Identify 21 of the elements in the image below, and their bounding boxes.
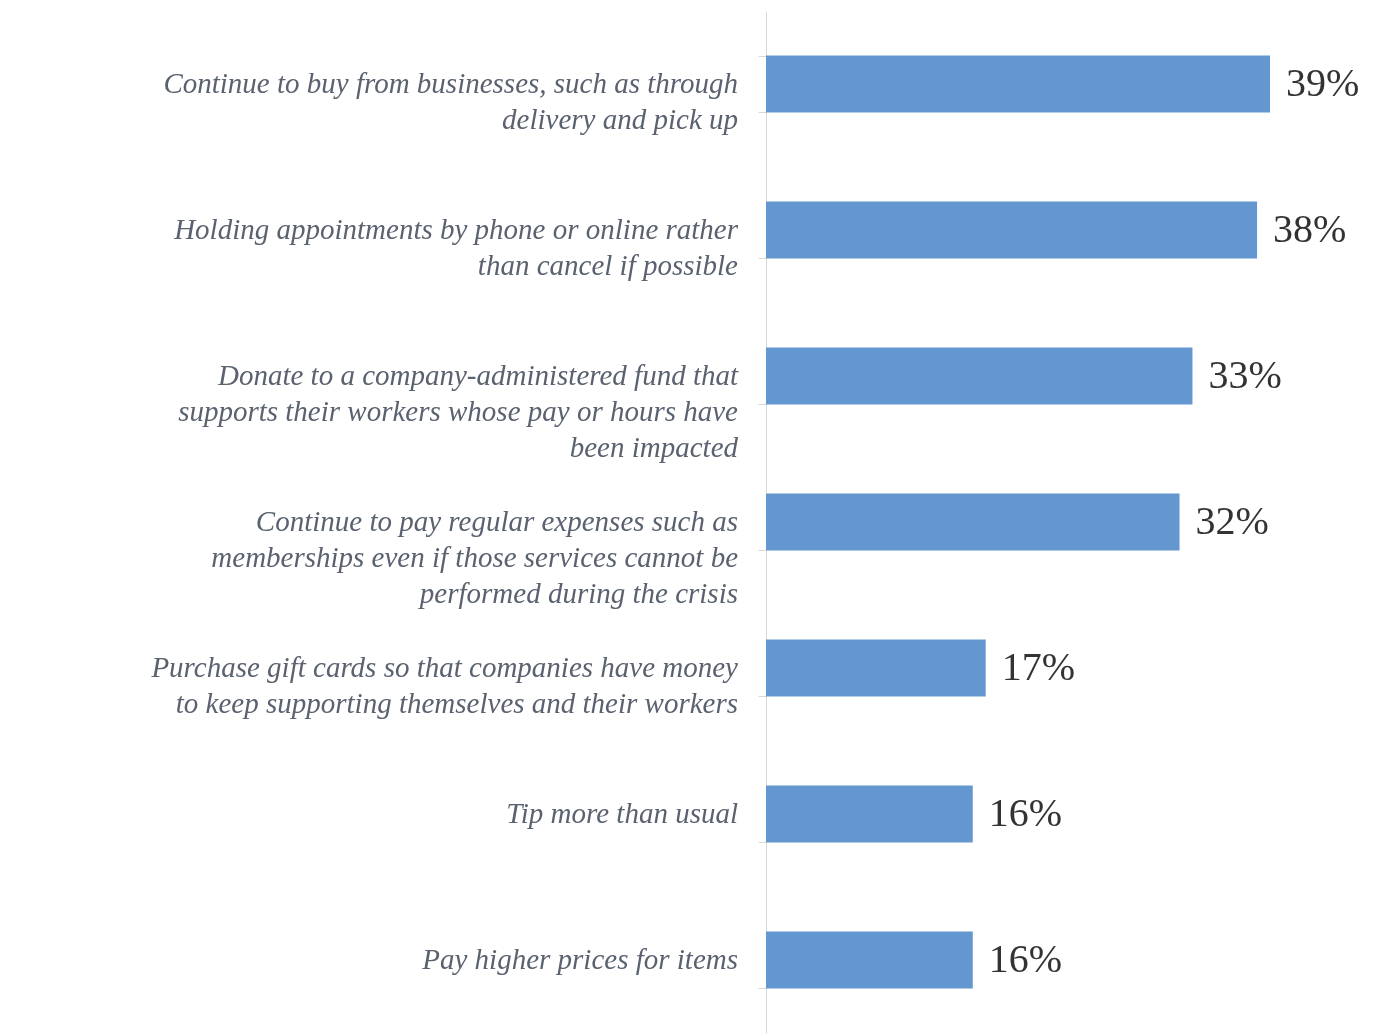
- bar: [766, 785, 973, 843]
- y-tick-label: Continue to buy from businesses, such as through delivery and pick up: [163, 67, 738, 135]
- data-label: 33%: [1208, 352, 1282, 397]
- y-tick-label: Holding appointments by phone or online rather than cancel if possible: [173, 213, 739, 281]
- bar: [766, 347, 1193, 405]
- data-label: 16%: [988, 790, 1063, 835]
- data-label: 39%: [1286, 60, 1360, 105]
- y-tick-label: Tip more than usual: [506, 797, 738, 829]
- bar: [766, 55, 1270, 113]
- y-tick-label: Donate to a company-administered fund that supports their workers whose pay or hours have been impacted: [178, 359, 739, 463]
- bar: [766, 493, 1180, 551]
- data-label: 16%: [988, 936, 1063, 981]
- bar: [766, 639, 986, 697]
- y-tick-label: Pay higher prices for items: [421, 943, 738, 975]
- data-label: 32%: [1195, 498, 1269, 543]
- y-tick-label: Purchase gift cards so that companies have money to keep supporting themselves and their workers: [150, 651, 739, 719]
- data-label: 38%: [1273, 206, 1347, 251]
- bar: [766, 931, 973, 989]
- y-tick-label: Continue to pay regular expenses such as memberships even if those services cannot be performed during the crisis: [211, 505, 739, 609]
- bar: [766, 201, 1258, 259]
- data-label: 17%: [1001, 644, 1076, 689]
